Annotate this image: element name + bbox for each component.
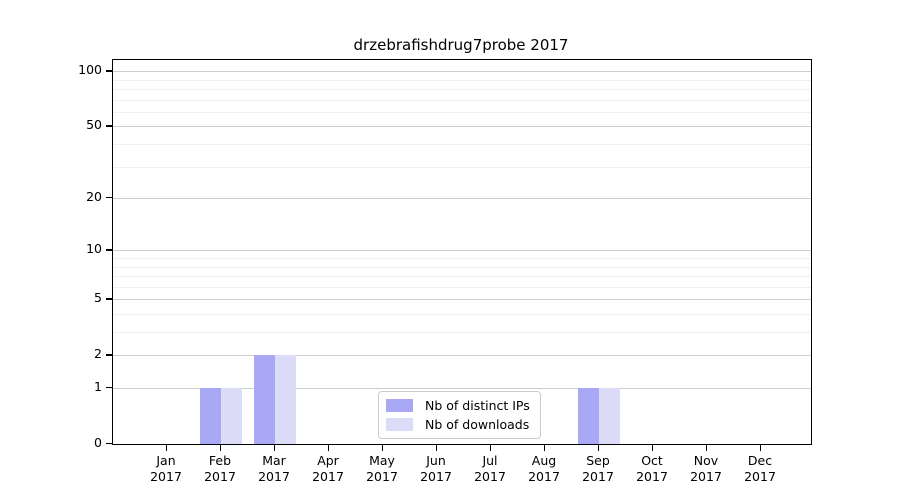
x-axis-tick-label-dec: Dec 2017	[744, 453, 776, 484]
x-axis-tick	[436, 444, 438, 451]
y-axis-tick	[106, 249, 112, 251]
x-axis-tick-label-sep: Sep 2017	[582, 453, 614, 484]
y-gridline	[113, 299, 811, 301]
y-minor-gridline	[113, 266, 811, 268]
legend-item-downloads: Nb of downloads	[386, 417, 530, 432]
y-minor-gridline	[113, 99, 811, 101]
y-axis-tick-label: 1	[94, 379, 102, 394]
y-minor-gridline	[113, 166, 811, 168]
bar-nb-of-distinct-ips-sep	[578, 388, 599, 444]
bar-nb-of-downloads-feb	[221, 388, 242, 444]
y-gridline	[113, 250, 811, 252]
y-axis-tick	[106, 387, 112, 389]
y-axis-tick	[106, 125, 112, 127]
y-axis-tick-label: 10	[86, 241, 102, 257]
x-axis-tick	[166, 444, 168, 451]
legend-label: Nb of downloads	[425, 417, 530, 432]
x-axis-tick	[328, 444, 330, 451]
y-minor-gridline	[113, 314, 811, 315]
legend: Nb of distinct IPs Nb of downloads	[378, 391, 541, 439]
y-minor-gridline	[113, 332, 811, 333]
y-axis-tick-label: 2	[94, 346, 102, 362]
legend-item-distinct-ips: Nb of distinct IPs	[386, 398, 530, 413]
x-axis-tick	[760, 444, 762, 451]
y-axis-tick-label: 0	[94, 435, 102, 450]
y-gridline	[113, 198, 811, 200]
x-axis-tick	[544, 444, 546, 451]
y-gridline	[113, 355, 811, 357]
x-axis-tick-label-apr: Apr 2017	[312, 453, 344, 484]
bar-nb-of-distinct-ips-feb	[200, 388, 221, 444]
y-gridline	[113, 126, 811, 128]
x-axis-tick	[490, 444, 492, 451]
y-axis-tick-label: 50	[86, 117, 102, 133]
x-axis-tick	[652, 444, 654, 451]
legend-swatch-distinct-ips	[386, 399, 413, 412]
y-minor-gridline	[113, 276, 811, 277]
y-axis-tick	[106, 354, 112, 356]
x-axis-tick-label-jan: Jan 2017	[150, 453, 182, 484]
legend-label: Nb of distinct IPs	[425, 398, 530, 413]
y-minor-gridline	[113, 258, 811, 259]
y-gridline	[113, 71, 811, 73]
x-axis-tick	[706, 444, 708, 451]
y-axis-tick	[106, 70, 112, 72]
x-axis-tick-label-oct: Oct 2017	[636, 453, 668, 484]
chart-title: drzebrafishdrug7probe 2017	[353, 36, 569, 54]
x-axis-tick-label-aug: Aug 2017	[528, 453, 560, 484]
x-axis-tick-label-jul: Jul 2017	[474, 453, 506, 484]
y-minor-gridline	[113, 89, 811, 90]
x-axis-tick-label-jun: Jun 2017	[420, 453, 452, 484]
x-axis-tick-label-nov: Nov 2017	[690, 453, 722, 484]
x-axis-tick	[598, 444, 600, 451]
y-axis-tick-label: 100	[78, 62, 102, 78]
bar-nb-of-distinct-ips-mar	[254, 355, 275, 444]
x-axis-tick-label-feb: Feb 2017	[204, 453, 236, 484]
bar-nb-of-downloads-mar	[275, 355, 296, 444]
y-axis-tick	[106, 197, 112, 199]
x-axis-tick	[382, 444, 384, 451]
y-axis-tick-label: 5	[94, 290, 102, 306]
y-axis-tick-label: 20	[86, 189, 102, 205]
x-axis-tick	[274, 444, 276, 451]
plot-canvas	[113, 60, 811, 444]
y-minor-gridline	[113, 111, 811, 113]
x-axis-tick	[220, 444, 222, 451]
plot-area	[112, 59, 812, 445]
y-axis-tick	[106, 298, 112, 300]
bar-nb-of-downloads-sep	[599, 388, 620, 444]
y-minor-gridline	[113, 286, 811, 288]
y-gridline	[113, 388, 811, 389]
y-axis-tick	[106, 443, 112, 445]
y-minor-gridline	[113, 144, 811, 145]
x-axis-tick-label-mar: Mar 2017	[258, 453, 290, 484]
x-axis-tick-label-may: May 2017	[366, 453, 398, 484]
legend-swatch-downloads	[386, 418, 413, 431]
y-minor-gridline	[113, 79, 811, 81]
